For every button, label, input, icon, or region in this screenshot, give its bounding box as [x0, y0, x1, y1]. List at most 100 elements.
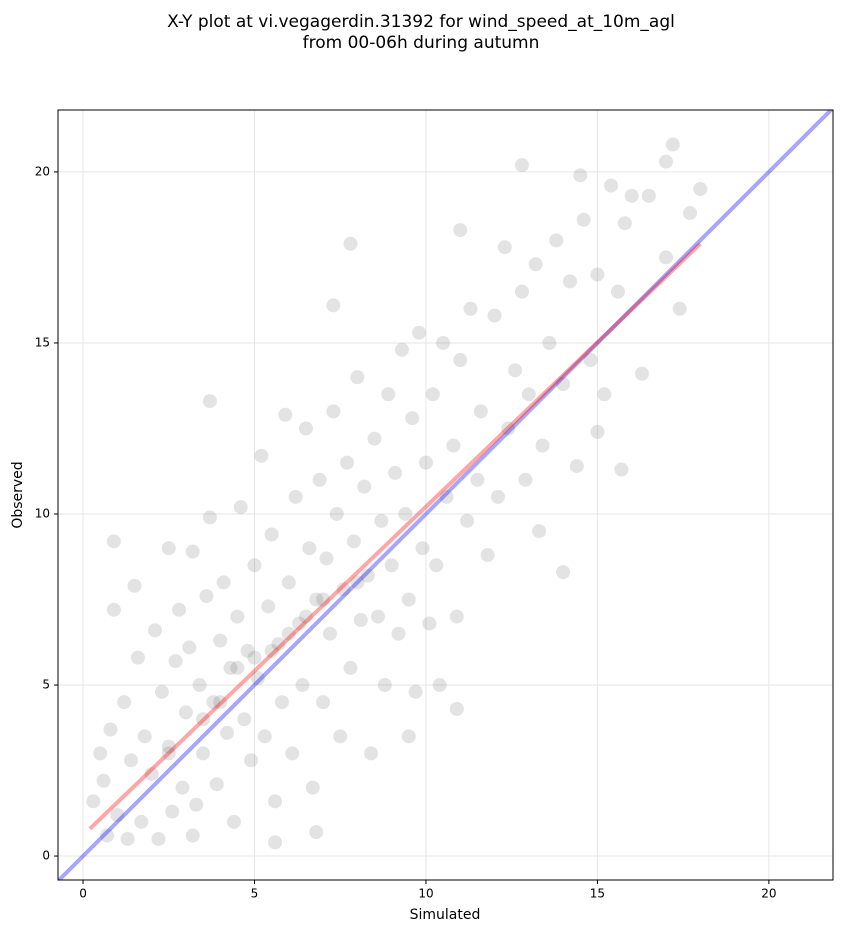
- point: [151, 831, 166, 846]
- point: [271, 636, 286, 651]
- point: [521, 387, 536, 402]
- plot-frame: [57, 109, 834, 881]
- point: [206, 695, 221, 710]
- point: [161, 541, 176, 556]
- point: [305, 780, 320, 795]
- y-tick-label: 5: [42, 678, 50, 692]
- point: [425, 387, 440, 402]
- point: [641, 188, 656, 203]
- point: [137, 729, 152, 744]
- point: [501, 421, 516, 436]
- point: [535, 438, 550, 453]
- point: [576, 212, 591, 227]
- x-axis-label: Simulated: [410, 907, 481, 923]
- point: [370, 609, 385, 624]
- point: [154, 684, 169, 699]
- point: [364, 746, 379, 761]
- point: [350, 370, 365, 385]
- point: [326, 298, 341, 313]
- point: [449, 609, 464, 624]
- point: [165, 804, 180, 819]
- point: [226, 814, 241, 829]
- point: [172, 602, 187, 617]
- point: [381, 387, 396, 402]
- point: [532, 524, 547, 539]
- point: [134, 814, 149, 829]
- point: [453, 223, 468, 238]
- point: [120, 831, 135, 846]
- y-axis-label: Observed: [10, 461, 26, 528]
- point: [528, 257, 543, 272]
- point: [298, 609, 313, 624]
- point: [278, 407, 293, 422]
- point: [446, 438, 461, 453]
- point: [573, 168, 588, 183]
- point: [288, 489, 303, 504]
- point: [490, 489, 505, 504]
- point: [86, 794, 101, 809]
- point: [257, 729, 272, 744]
- point: [346, 534, 361, 549]
- point: [412, 325, 427, 340]
- point: [319, 551, 334, 566]
- point: [240, 643, 255, 658]
- point: [196, 712, 211, 727]
- point: [542, 335, 557, 350]
- point: [96, 773, 111, 788]
- point: [213, 633, 228, 648]
- point: [436, 335, 451, 350]
- point: [209, 777, 224, 792]
- point: [388, 465, 403, 480]
- point: [202, 394, 217, 409]
- point: [367, 431, 382, 446]
- point: [562, 274, 577, 289]
- point: [357, 479, 372, 494]
- point: [178, 705, 193, 720]
- point: [182, 640, 197, 655]
- point: [514, 284, 529, 299]
- chart-title: from 00-06h during autumn: [303, 33, 540, 53]
- point: [401, 729, 416, 744]
- plot-area: [58, 110, 833, 880]
- point: [168, 654, 183, 669]
- point: [237, 712, 252, 727]
- point: [185, 544, 200, 559]
- point: [617, 216, 632, 231]
- point: [199, 589, 214, 604]
- point: [604, 178, 619, 193]
- x-tick-label: 20: [761, 887, 776, 901]
- point: [124, 753, 139, 768]
- point: [223, 660, 238, 675]
- fit-line: [58, 110, 833, 880]
- point: [175, 780, 190, 795]
- point: [658, 154, 673, 169]
- point: [405, 411, 420, 426]
- point: [189, 797, 204, 812]
- point: [312, 472, 327, 487]
- point: [220, 725, 235, 740]
- point: [295, 678, 310, 693]
- x-tick-label: 5: [251, 887, 259, 901]
- point: [463, 301, 478, 316]
- chart-title: X-Y plot at vi.vegagerdin.31392 for wind…: [167, 12, 675, 32]
- point: [391, 626, 406, 641]
- point: [665, 137, 680, 152]
- point: [583, 353, 598, 368]
- point: [401, 592, 416, 607]
- fit-line: [88, 242, 702, 831]
- point: [254, 448, 269, 463]
- point: [230, 609, 245, 624]
- point: [264, 643, 279, 658]
- point: [244, 753, 259, 768]
- point: [418, 455, 433, 470]
- point: [261, 599, 276, 614]
- y-tick-label: 15: [35, 335, 50, 349]
- point: [144, 766, 159, 781]
- point: [415, 541, 430, 556]
- point: [614, 462, 629, 477]
- point: [161, 746, 176, 761]
- point: [398, 506, 413, 521]
- point: [422, 616, 437, 631]
- point: [202, 510, 217, 525]
- point: [658, 250, 673, 265]
